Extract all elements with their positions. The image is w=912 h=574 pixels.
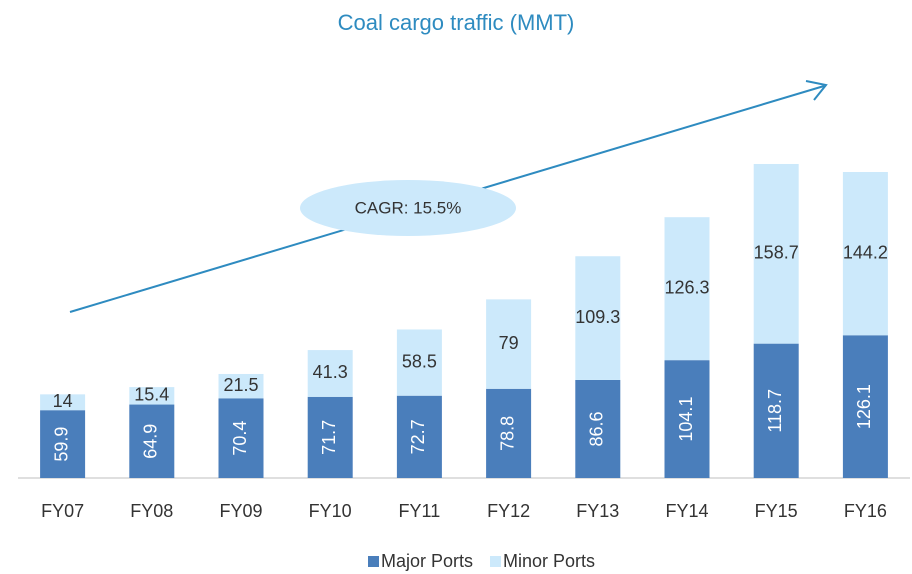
bar-segment xyxy=(575,256,621,380)
x-tick-label: FY09 xyxy=(219,501,262,521)
data-label: 126.1 xyxy=(854,384,874,429)
x-tick-label: FY10 xyxy=(309,501,352,521)
bar-segment xyxy=(486,388,532,478)
bar-segment xyxy=(664,360,710,478)
data-label: 70.4 xyxy=(230,421,250,456)
data-label: 71.7 xyxy=(319,420,339,455)
data-label: 118.7 xyxy=(765,389,785,433)
data-label: 109.3 xyxy=(575,307,620,327)
bar-segment xyxy=(129,404,175,478)
data-label: 64.9 xyxy=(141,424,161,459)
bar-segment xyxy=(218,398,264,478)
chart-title: Coal cargo traffic (MMT) xyxy=(338,10,575,35)
x-tick-label: FY14 xyxy=(665,501,708,521)
x-tick-label: FY08 xyxy=(130,501,173,521)
data-label: 144.2 xyxy=(843,242,888,262)
data-label: 86.6 xyxy=(587,411,607,446)
data-label: 72.7 xyxy=(408,419,428,454)
legend-label: Major Ports xyxy=(381,551,473,571)
data-label: 79 xyxy=(499,333,519,353)
arrow-head xyxy=(805,80,828,101)
x-tick-label: FY16 xyxy=(844,501,887,521)
annotation-bubble xyxy=(300,180,516,236)
bar-segment xyxy=(396,395,442,478)
bar-segment xyxy=(40,410,86,478)
legend-swatch xyxy=(368,556,379,567)
data-label: 104.1 xyxy=(676,397,696,442)
x-tick-label: FY07 xyxy=(41,501,84,521)
data-label: 126.3 xyxy=(664,277,709,297)
bar-segment xyxy=(753,343,799,478)
x-tick-label: FY15 xyxy=(755,501,798,521)
annotation: CAGR: 15.5% xyxy=(355,198,462,217)
x-tick-label: FY11 xyxy=(399,501,441,521)
data-label: 78.8 xyxy=(497,416,517,451)
x-tick-label: FY12 xyxy=(487,501,530,521)
bar-segment xyxy=(129,387,175,405)
data-label: 59.9 xyxy=(51,427,71,462)
bar-segment xyxy=(575,379,621,478)
bar-segment xyxy=(40,394,86,411)
data-label: 14 xyxy=(53,391,73,411)
bar-segment xyxy=(396,329,442,396)
bar-segment xyxy=(753,163,799,344)
data-label: 41.3 xyxy=(313,362,348,382)
bar-segment xyxy=(842,172,888,336)
bar-segment xyxy=(486,299,532,389)
bar-segment xyxy=(842,335,888,478)
bar-segment xyxy=(307,350,353,397)
bar-segment xyxy=(307,396,353,478)
data-label: 15.4 xyxy=(134,385,169,405)
legend-label: Minor Ports xyxy=(503,551,595,571)
legend-swatch xyxy=(490,556,501,567)
bar-segment xyxy=(664,217,710,361)
bar-segment xyxy=(218,373,264,399)
x-tick-label: FY13 xyxy=(576,501,619,521)
data-label: 21.5 xyxy=(223,375,258,395)
data-label: 158.7 xyxy=(754,243,799,263)
data-label: 58.5 xyxy=(402,351,437,371)
